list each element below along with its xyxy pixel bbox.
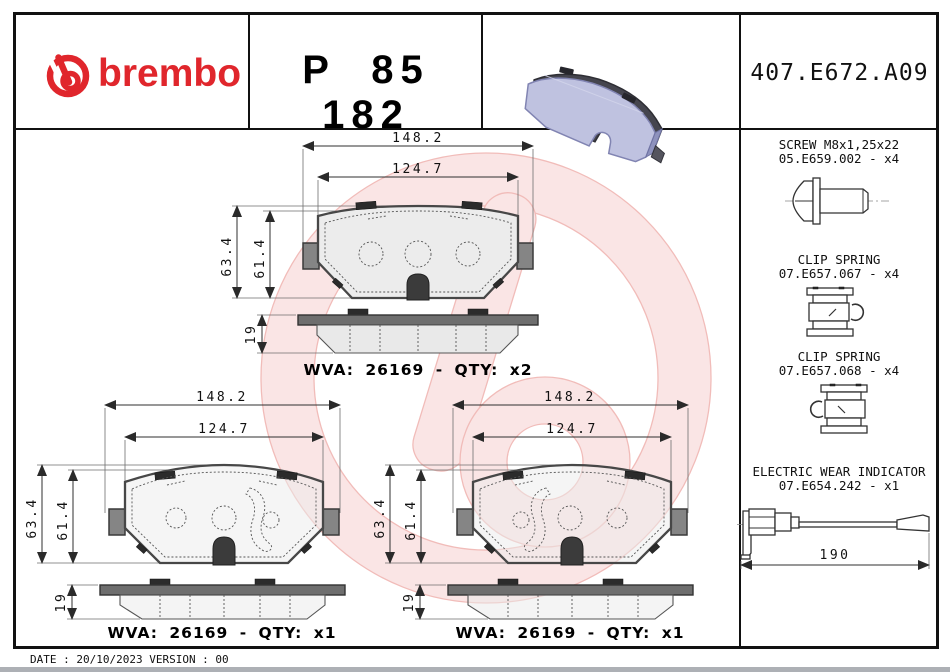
screw-icon	[785, 177, 891, 225]
dim-thickness: 19	[244, 324, 259, 345]
drawing-caption: WVA: 26169 - QTY: x1	[455, 624, 684, 642]
dim-pad-height: 61.4	[404, 499, 419, 540]
sheet-border	[13, 12, 939, 649]
dim-pad-width: 124.7	[392, 162, 444, 177]
accessory-name: CLIP SPRING	[797, 252, 881, 267]
accessory-code: 05.E659.002 - x4	[778, 151, 900, 166]
dim-outer-width: 148.2	[196, 390, 248, 405]
dim-pad-width: 124.7	[546, 422, 598, 437]
accessory-code: 07.E657.068 - x4	[778, 363, 900, 378]
dim-indicator-length: 190	[820, 548, 851, 563]
header-divider-2	[481, 13, 483, 129]
accessory-clip-spring-2: CLIP SPRING 07.E657.068 - x4	[741, 350, 937, 446]
accessory-clip-spring-1: CLIP SPRING 07.E657.067 - x4	[741, 253, 937, 349]
dim-outer-width: 148.2	[544, 390, 596, 405]
dim-thickness: 19	[402, 592, 417, 613]
brake-pad-3d-image	[524, 66, 666, 164]
accessory-name: SCREW M8x1,25x22	[778, 137, 900, 152]
dim-pad-height: 61.4	[253, 237, 268, 278]
dim-pad-width: 124.7	[198, 422, 250, 437]
accessory-screw: SCREW M8x1,25x22 05.E659.002 - x4	[741, 138, 937, 230]
header-bottom-border	[14, 128, 938, 130]
revision-line: DATE : 20/10/2023 VERSION : 00	[30, 653, 229, 666]
dim-thickness: 19	[54, 592, 69, 613]
accessory-code: 07.E654.242 - x1	[778, 478, 900, 493]
header-divider-1	[248, 13, 250, 129]
clip-spring-icon	[809, 383, 868, 434]
dim-outer-height: 63.4	[220, 235, 235, 276]
clip-spring-icon	[806, 286, 865, 337]
brand-wordmark: brembo	[98, 52, 242, 95]
brand-logo	[44, 52, 92, 104]
technical-drawing-2: 148.2 124.7 63.4 61.4	[25, 390, 346, 642]
accessory-wear-indicator: ELECTRIC WEAR INDICATOR 07.E654.242 - x1…	[737, 464, 937, 583]
technical-drawing-3: 148.2 124.7 63.4 61.4	[373, 390, 694, 642]
dim-pad-height: 61.4	[56, 499, 71, 540]
drawing-caption: WVA: 26169 - QTY: x2	[303, 361, 532, 379]
dim-outer-width: 148.2	[392, 131, 444, 146]
technical-drawing-1: 148.2 124.7 63.4 61.4	[220, 131, 539, 379]
part-number: P 85 182	[302, 48, 430, 137]
brembo-logo-icon	[46, 54, 90, 98]
window-edge	[0, 667, 950, 672]
sidebar-divider	[739, 13, 741, 648]
dim-outer-height: 63.4	[373, 497, 388, 538]
dim-outer-height: 63.4	[25, 497, 40, 538]
reference-code: 407.E672.A09	[750, 60, 929, 86]
accessory-code: 07.E657.067 - x4	[778, 266, 900, 281]
wear-indicator-icon: 190	[737, 508, 930, 570]
accessory-name: CLIP SPRING	[797, 349, 881, 364]
accessory-name: ELECTRIC WEAR INDICATOR	[752, 464, 926, 479]
drawing-caption: WVA: 26169 - QTY: x1	[107, 624, 336, 642]
